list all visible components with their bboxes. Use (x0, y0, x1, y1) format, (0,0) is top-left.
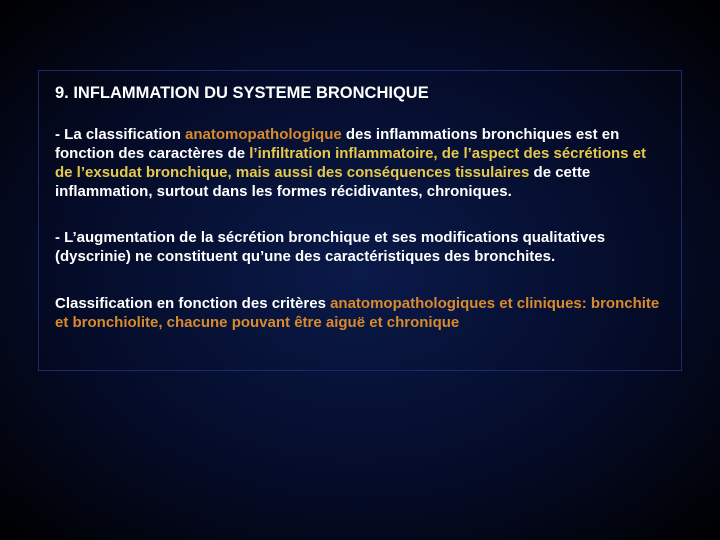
p1-seg-a: - La classification (55, 126, 185, 143)
p1-seg-b-highlight: anatomopathologique (185, 126, 342, 143)
content-box: 9. INFLAMMATION DU SYSTEME BRONCHIQUE - … (38, 70, 682, 371)
paragraph-1: - La classification anatomopathologique … (55, 126, 665, 201)
p3-seg-a: Classification en fonction des critères (55, 295, 330, 312)
paragraph-2: - L’augmentation de la sécrétion bronchi… (55, 229, 665, 267)
slide-title: 9. INFLAMMATION DU SYSTEME BRONCHIQUE (55, 83, 665, 104)
paragraph-3: Classification en fonction des critères … (55, 295, 665, 333)
slide-background: 9. INFLAMMATION DU SYSTEME BRONCHIQUE - … (0, 0, 720, 540)
